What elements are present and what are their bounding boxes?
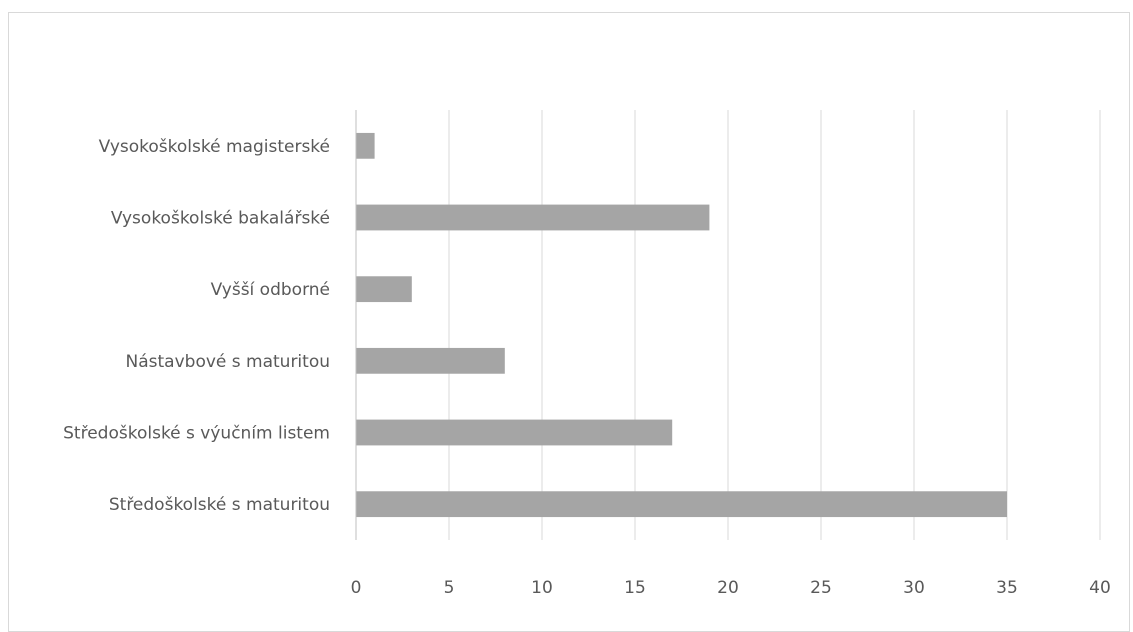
category-label-5: Středoškolské s maturitou <box>109 495 330 515</box>
category-label-4: Středoškolské s výučním listem <box>63 424 330 444</box>
x-tick-label-20: 20 <box>717 578 739 598</box>
bars <box>356 132 1007 518</box>
x-tick-label-30: 30 <box>903 578 925 598</box>
x-tick-label-40: 40 <box>1089 578 1111 598</box>
gridlines <box>448 110 1101 540</box>
bar-2 <box>356 276 412 303</box>
x-tick-label-15: 15 <box>624 578 646 598</box>
bar-3 <box>356 347 505 374</box>
x-tick-label-35: 35 <box>996 578 1018 598</box>
x-tick-label-10: 10 <box>531 578 553 598</box>
bar-4 <box>356 419 673 446</box>
bar-1 <box>356 204 710 231</box>
bar-0 <box>356 132 375 159</box>
labels: 0 5 10 15 20 25 30 35 40 Vysokoškolské magistersk… <box>63 137 1111 598</box>
x-tick-label-5: 5 <box>444 578 455 598</box>
x-tick-label-0: 0 <box>351 578 362 598</box>
category-label-1: Vysokoškolské bakalářské <box>111 209 330 229</box>
category-label-0: Vysokoškolské magisterské <box>99 137 330 157</box>
bar-5 <box>356 491 1007 518</box>
chart-frame <box>8 12 1130 632</box>
bar-chart: 0 5 10 15 20 25 30 35 40 Vysokoškolské magistersk… <box>63 110 1111 598</box>
category-label-3: Nástavbové s maturitou <box>126 352 330 372</box>
x-tick-label-25: 25 <box>810 578 832 598</box>
category-label-2: Vyšší odborné <box>211 280 330 300</box>
